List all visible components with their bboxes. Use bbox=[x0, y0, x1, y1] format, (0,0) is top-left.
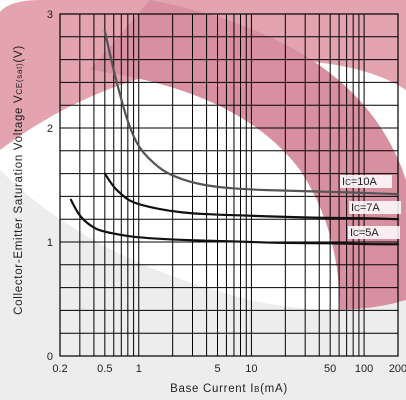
plot-frame bbox=[59, 13, 399, 357]
x-axis-title: Base Current IB(mA) bbox=[170, 383, 288, 395]
y-tick-label: 0 bbox=[47, 351, 53, 363]
series-label-background bbox=[340, 175, 392, 188]
series-label-2: IC=5A bbox=[350, 227, 379, 239]
chart-series-group bbox=[69, 30, 400, 246]
series-line-1 bbox=[103, 172, 400, 221]
x-tick-label: 0.5 bbox=[97, 363, 112, 375]
x-tick-label: 1 bbox=[136, 363, 142, 375]
chart-grid bbox=[59, 13, 399, 357]
watermark-shadow bbox=[0, 170, 406, 400]
x-tick-label: 200 bbox=[389, 363, 406, 375]
x-tick-label: 100 bbox=[355, 363, 373, 375]
series-line-2 bbox=[69, 198, 400, 246]
watermark-arc-top bbox=[0, 0, 406, 150]
x-tick-label: 50 bbox=[324, 363, 336, 375]
series-label-1: IC=7A bbox=[351, 202, 380, 214]
y-tick-label: 2 bbox=[47, 123, 53, 135]
y-axis-title: Collector-Emitter Saturation Voltage VCE… bbox=[13, 45, 25, 315]
series-label-0: IC=10A bbox=[342, 176, 378, 188]
y-tick-label: 3 bbox=[47, 9, 53, 21]
series-label-background bbox=[349, 201, 401, 214]
watermark-arc-right bbox=[90, 0, 406, 400]
series-line-0 bbox=[103, 30, 400, 196]
x-tick-label: 10 bbox=[245, 363, 257, 375]
series-label-background bbox=[348, 226, 400, 239]
y-tick-label: 1 bbox=[47, 237, 53, 249]
x-tick-label: 0.2 bbox=[52, 363, 67, 375]
chart-labels-group: IC=10A IC=7A IC=5A 0 1 2 3 0.2 0.5 1 5 10 50 100 200 Ba… bbox=[13, 9, 406, 395]
x-tick-label: 5 bbox=[214, 363, 220, 375]
